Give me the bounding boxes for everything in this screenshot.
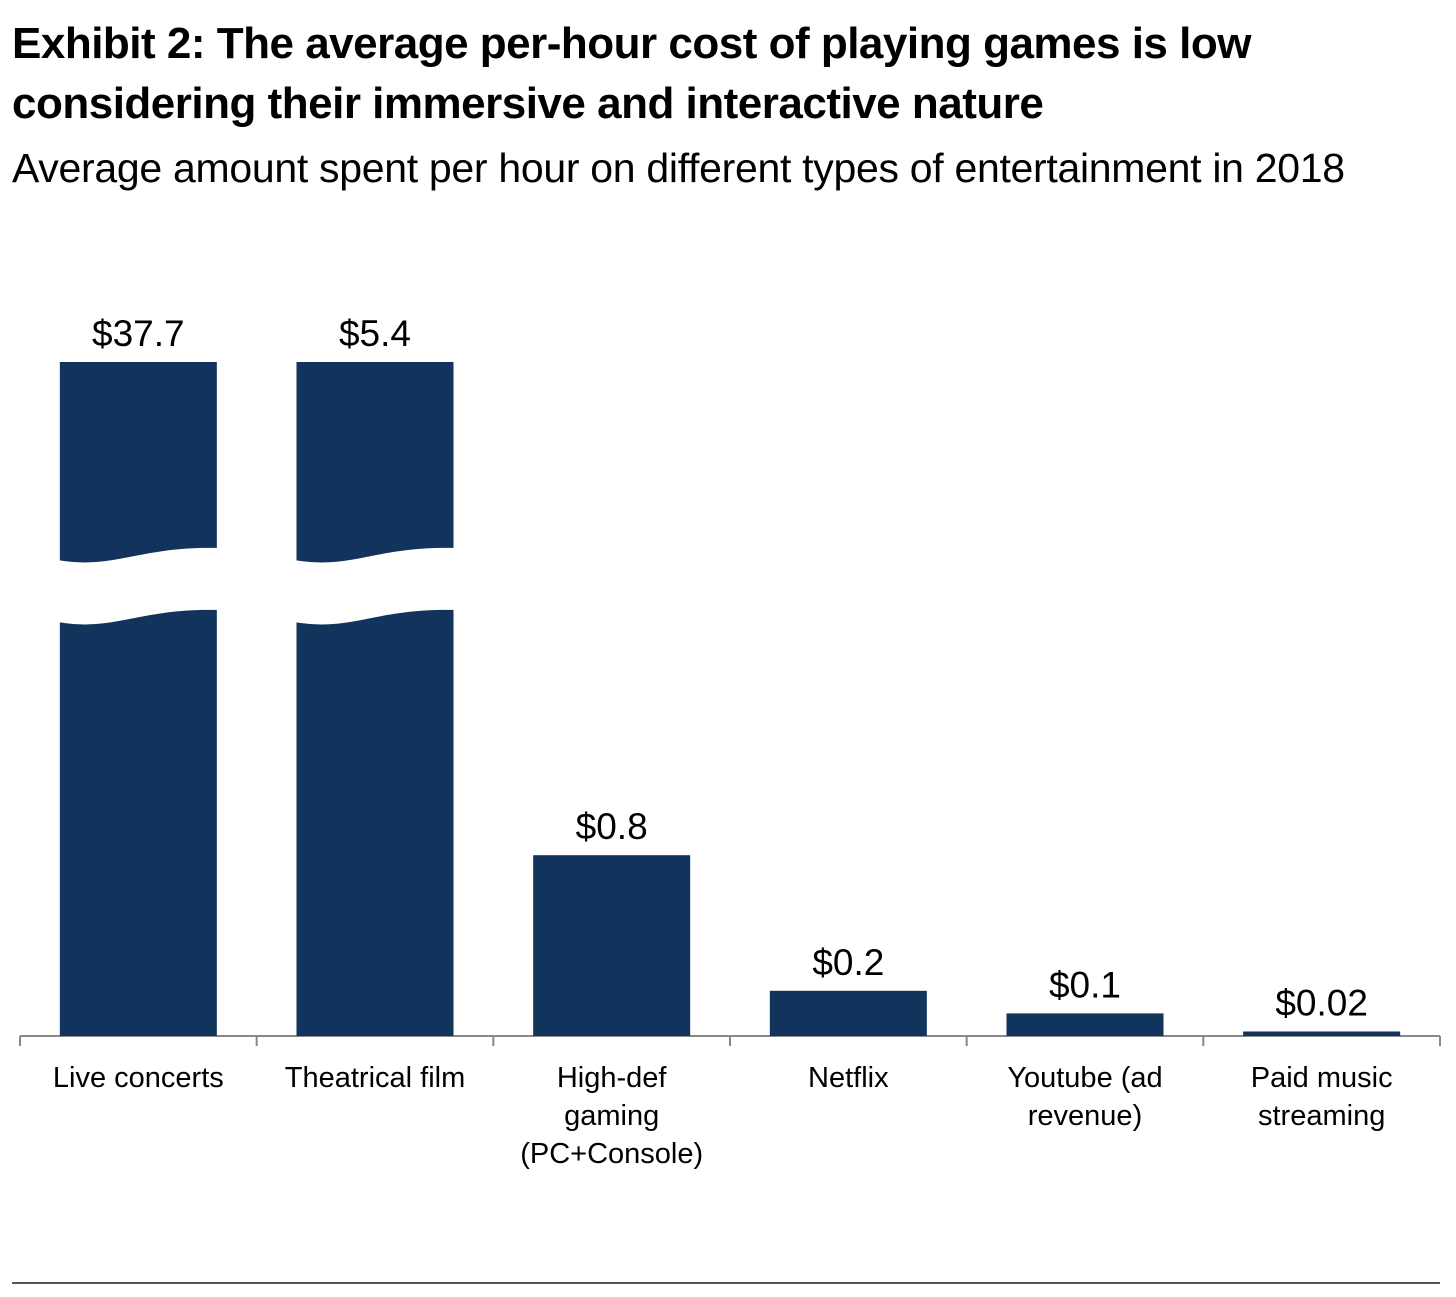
- data-label-live-concerts: $37.7: [92, 313, 185, 354]
- category-label-live-concerts: Live concerts: [53, 1062, 224, 1094]
- category-label-line: streaming: [1258, 1100, 1385, 1132]
- data-label-youtube-ad-revenue: $0.1: [1049, 964, 1121, 1005]
- category-label-line: Live concerts: [53, 1062, 224, 1094]
- category-label-line: Netflix: [808, 1062, 889, 1094]
- category-label-netflix: Netflix: [808, 1062, 889, 1094]
- category-label-youtube-ad-revenue: Youtube (ad revenue): [1007, 1062, 1162, 1132]
- data-label-paid-music-streaming: $0.02: [1275, 982, 1368, 1023]
- chart-title: Exhibit 2: The average per-hour cost of …: [12, 19, 1251, 128]
- category-label-line: (PC+Console): [520, 1138, 703, 1170]
- category-label-line: Paid music: [1251, 1062, 1393, 1094]
- category-label-line: Youtube (ad: [1007, 1062, 1162, 1094]
- category-label-theatrical-film: Theatrical film: [285, 1062, 466, 1094]
- bar-theatrical-film: [296, 362, 454, 1036]
- bar-paid-music-streaming: [1243, 1031, 1401, 1036]
- bar-netflix: [769, 990, 927, 1036]
- category-label-line: High-def: [557, 1062, 668, 1094]
- category-label-line: Theatrical film: [285, 1062, 466, 1094]
- data-label-theatrical-film: $5.4: [339, 313, 411, 354]
- category-label-high-def-gaming-pc-console: High-def gaming (PC+Console): [520, 1062, 703, 1170]
- footer-divider: [12, 1282, 1440, 1284]
- data-label-high-def-gaming-pc-console: $0.8: [576, 806, 648, 847]
- category-label-line: gaming: [564, 1100, 659, 1132]
- bar-live-concerts: [59, 362, 217, 1036]
- axis-break-live-concerts: [57, 547, 219, 625]
- chart-subtitle: Average amount spent per hour on differe…: [12, 145, 1345, 191]
- axis-break-theatrical-film: [294, 547, 456, 625]
- bar-high-def-gaming-pc-console: [533, 855, 691, 1036]
- category-label-line: revenue): [1028, 1100, 1142, 1132]
- data-label-netflix: $0.2: [812, 942, 884, 983]
- bar-youtube-ad-revenue: [1006, 1013, 1164, 1036]
- category-label-paid-music-streaming: Paid music streaming: [1251, 1062, 1393, 1132]
